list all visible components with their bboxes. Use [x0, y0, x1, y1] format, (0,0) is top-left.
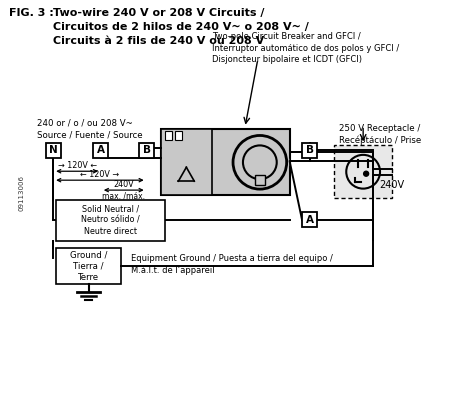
Circle shape — [364, 171, 369, 176]
Text: Equipment Ground / Puesta a tierra del equipo /
M.à.l.t. de l’appareil: Equipment Ground / Puesta a tierra del e… — [131, 254, 333, 275]
FancyBboxPatch shape — [139, 143, 154, 158]
FancyBboxPatch shape — [255, 175, 265, 185]
FancyBboxPatch shape — [93, 143, 109, 158]
Text: FIG. 3 :: FIG. 3 : — [9, 8, 53, 18]
Text: ← 120V →: ← 120V → — [81, 170, 119, 179]
Text: 240V: 240V — [379, 180, 404, 190]
Circle shape — [231, 133, 289, 191]
FancyBboxPatch shape — [56, 200, 165, 241]
FancyBboxPatch shape — [334, 145, 392, 198]
FancyBboxPatch shape — [161, 128, 212, 195]
Text: Ground /
Tierra /
Terre: Ground / Tierra / Terre — [70, 250, 107, 282]
FancyBboxPatch shape — [165, 131, 173, 140]
Text: B: B — [306, 145, 313, 155]
FancyBboxPatch shape — [161, 128, 290, 195]
Text: max. /máx.: max. /máx. — [102, 191, 145, 200]
Text: A: A — [306, 215, 313, 225]
FancyBboxPatch shape — [46, 143, 61, 158]
Text: B: B — [143, 145, 151, 155]
FancyBboxPatch shape — [56, 248, 121, 285]
Text: 240V: 240V — [113, 180, 134, 189]
FancyBboxPatch shape — [302, 143, 317, 158]
Text: Solid Neutral /
Neutro sólido /
Neutre direct: Solid Neutral / Neutro sólido / Neutre d… — [82, 204, 140, 236]
Text: → 120V ←: → 120V ← — [57, 161, 97, 170]
Text: 09113006: 09113006 — [18, 175, 25, 211]
Text: Two-wire 240 V or 208 V Circuits /
Circuitos de 2 hilos de 240 V~ o 208 V~ /
Cir: Two-wire 240 V or 208 V Circuits / Circu… — [53, 8, 309, 45]
FancyBboxPatch shape — [302, 212, 317, 228]
Text: 240 or / o / ou 208 V~
Source / Fuente / Source: 240 or / o / ou 208 V~ Source / Fuente /… — [37, 119, 143, 139]
Text: Two-pole Circuit Breaker and GFCI /
Interruptor automático de dos polos y GFCI /: Two-pole Circuit Breaker and GFCI / Inte… — [212, 32, 400, 64]
Text: N: N — [49, 145, 58, 155]
Text: 250 V Receptacle /
Recéptáculo / Prise: 250 V Receptacle / Recéptáculo / Prise — [339, 123, 421, 145]
FancyBboxPatch shape — [175, 131, 182, 140]
Text: A: A — [97, 145, 105, 155]
Circle shape — [243, 145, 277, 179]
